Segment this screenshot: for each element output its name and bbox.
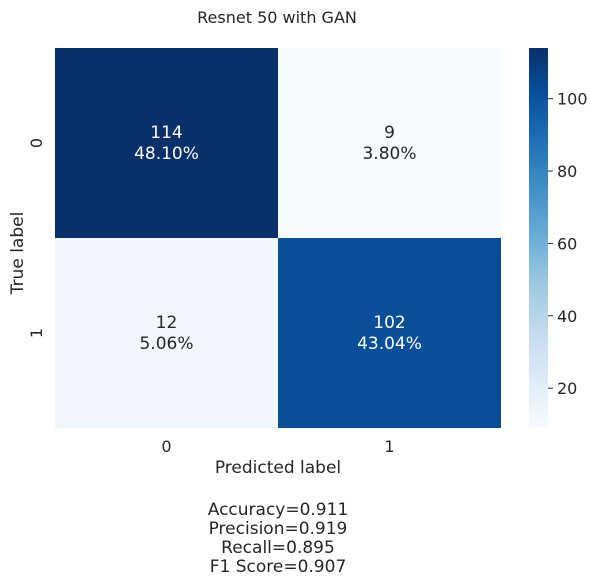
y-axis-ticks: 01: [27, 138, 46, 338]
y-axis-label: True label: [8, 212, 28, 296]
cell-percent-label: 3.80%: [362, 144, 416, 164]
colorbar-tick-label: 20: [557, 379, 577, 398]
metric-line: Recall=0.895: [221, 538, 335, 558]
colorbar-tick-label: 100: [557, 90, 588, 109]
colorbar-tick-label: 80: [557, 162, 577, 181]
cell-percent-label: 43.04%: [357, 334, 422, 354]
cell-count-label: 12: [156, 313, 178, 333]
colorbar-tick-label: 40: [557, 307, 577, 326]
cell-count-label: 114: [150, 123, 182, 143]
metric-line: Accuracy=0.911: [208, 500, 349, 520]
colorbar-tick-label: 60: [557, 234, 577, 253]
cell-percent-label: 48.10%: [134, 144, 199, 164]
metric-line: F1 Score=0.907: [210, 557, 347, 577]
y-tick-label: 1: [27, 328, 46, 338]
metrics-summary: Accuracy=0.911Precision=0.919Recall=0.89…: [208, 500, 349, 577]
heatmap-cell: [55, 238, 278, 428]
metric-line: Precision=0.919: [209, 519, 348, 539]
x-tick-label: 0: [161, 437, 171, 456]
heatmap: [55, 48, 501, 428]
x-tick-label: 1: [384, 437, 394, 456]
colorbar-gradient: [529, 48, 548, 428]
x-axis-label: Predicted label: [215, 458, 341, 478]
colorbar: 20 40 60 80 100: [529, 48, 588, 428]
cell-count-label: 102: [373, 313, 405, 333]
cell-percent-label: 5.06%: [139, 334, 193, 354]
heatmap-cell: [55, 48, 278, 238]
heatmap-cell: [278, 238, 501, 428]
y-tick-label: 0: [27, 138, 46, 148]
heatmap-cell: [278, 48, 501, 238]
cell-count-label: 9: [384, 123, 395, 143]
colorbar-ticks: 20 40 60 80 100: [548, 90, 588, 398]
chart-title: Resnet 50 with GAN: [197, 8, 357, 27]
